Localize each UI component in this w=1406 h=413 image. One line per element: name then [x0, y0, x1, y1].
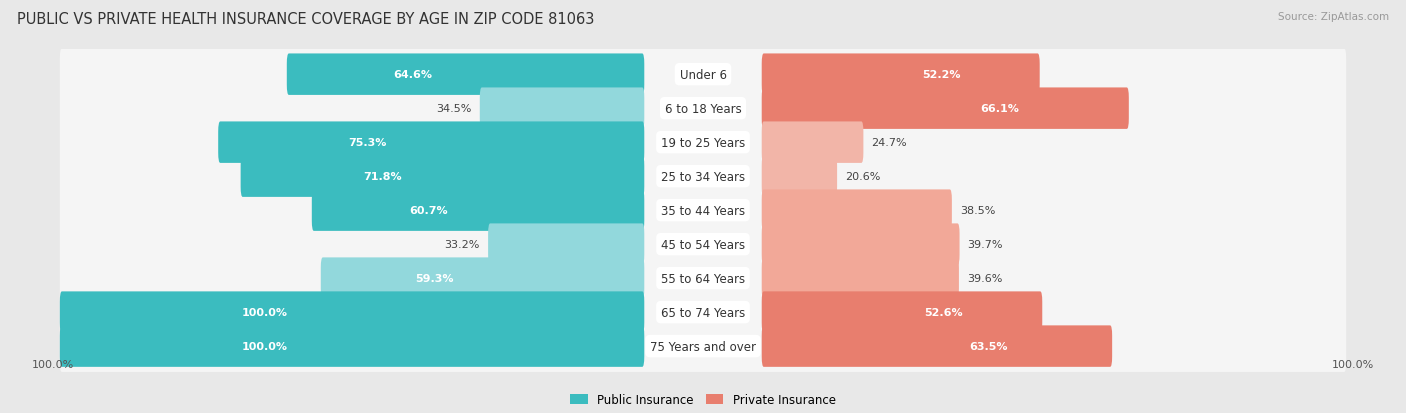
Text: 75.3%: 75.3%	[349, 138, 387, 148]
FancyBboxPatch shape	[60, 320, 1346, 372]
FancyBboxPatch shape	[762, 54, 1039, 96]
FancyBboxPatch shape	[60, 287, 1346, 338]
FancyBboxPatch shape	[762, 292, 1042, 333]
Text: 20.6%: 20.6%	[845, 172, 880, 182]
Text: 55 to 64 Years: 55 to 64 Years	[661, 272, 745, 285]
Text: 52.2%: 52.2%	[922, 70, 962, 80]
Legend: Public Insurance, Private Insurance: Public Insurance, Private Insurance	[565, 389, 841, 411]
FancyBboxPatch shape	[321, 258, 644, 299]
FancyBboxPatch shape	[60, 49, 1346, 101]
FancyBboxPatch shape	[218, 122, 644, 164]
FancyBboxPatch shape	[762, 156, 837, 197]
Text: 52.6%: 52.6%	[924, 307, 963, 317]
Text: 35 to 44 Years: 35 to 44 Years	[661, 204, 745, 217]
Text: Source: ZipAtlas.com: Source: ZipAtlas.com	[1278, 12, 1389, 22]
FancyBboxPatch shape	[479, 88, 644, 130]
Text: 63.5%: 63.5%	[970, 341, 1008, 351]
FancyBboxPatch shape	[488, 224, 644, 265]
Text: 100.0%: 100.0%	[242, 341, 288, 351]
Text: 66.1%: 66.1%	[980, 104, 1019, 114]
Text: 34.5%: 34.5%	[436, 104, 471, 114]
FancyBboxPatch shape	[762, 122, 863, 164]
FancyBboxPatch shape	[762, 325, 1112, 367]
FancyBboxPatch shape	[60, 151, 1346, 202]
Text: 24.7%: 24.7%	[872, 138, 907, 148]
FancyBboxPatch shape	[762, 258, 959, 299]
FancyBboxPatch shape	[60, 219, 1346, 271]
FancyBboxPatch shape	[762, 190, 952, 231]
FancyBboxPatch shape	[60, 292, 644, 333]
Text: 19 to 25 Years: 19 to 25 Years	[661, 136, 745, 149]
Text: 33.2%: 33.2%	[444, 240, 479, 249]
FancyBboxPatch shape	[240, 156, 644, 197]
Text: 39.6%: 39.6%	[967, 273, 1002, 283]
Text: 38.5%: 38.5%	[960, 206, 995, 216]
Text: 64.6%: 64.6%	[394, 70, 432, 80]
FancyBboxPatch shape	[762, 88, 1129, 130]
Text: 6 to 18 Years: 6 to 18 Years	[665, 102, 741, 115]
FancyBboxPatch shape	[287, 54, 644, 96]
FancyBboxPatch shape	[60, 325, 644, 367]
Text: 75 Years and over: 75 Years and over	[650, 340, 756, 353]
Text: PUBLIC VS PRIVATE HEALTH INSURANCE COVERAGE BY AGE IN ZIP CODE 81063: PUBLIC VS PRIVATE HEALTH INSURANCE COVER…	[17, 12, 595, 27]
Text: 39.7%: 39.7%	[967, 240, 1002, 249]
FancyBboxPatch shape	[60, 83, 1346, 135]
FancyBboxPatch shape	[762, 224, 959, 265]
FancyBboxPatch shape	[60, 185, 1346, 236]
FancyBboxPatch shape	[60, 117, 1346, 169]
Text: 65 to 74 Years: 65 to 74 Years	[661, 306, 745, 319]
Text: 71.8%: 71.8%	[363, 172, 402, 182]
FancyBboxPatch shape	[60, 253, 1346, 304]
Text: 100.0%: 100.0%	[31, 359, 73, 369]
Text: 100.0%: 100.0%	[1333, 359, 1375, 369]
Text: 45 to 54 Years: 45 to 54 Years	[661, 238, 745, 251]
Text: 100.0%: 100.0%	[242, 307, 288, 317]
Text: 60.7%: 60.7%	[409, 206, 449, 216]
Text: 59.3%: 59.3%	[415, 273, 454, 283]
Text: Under 6: Under 6	[679, 69, 727, 81]
FancyBboxPatch shape	[312, 190, 644, 231]
Text: 25 to 34 Years: 25 to 34 Years	[661, 170, 745, 183]
